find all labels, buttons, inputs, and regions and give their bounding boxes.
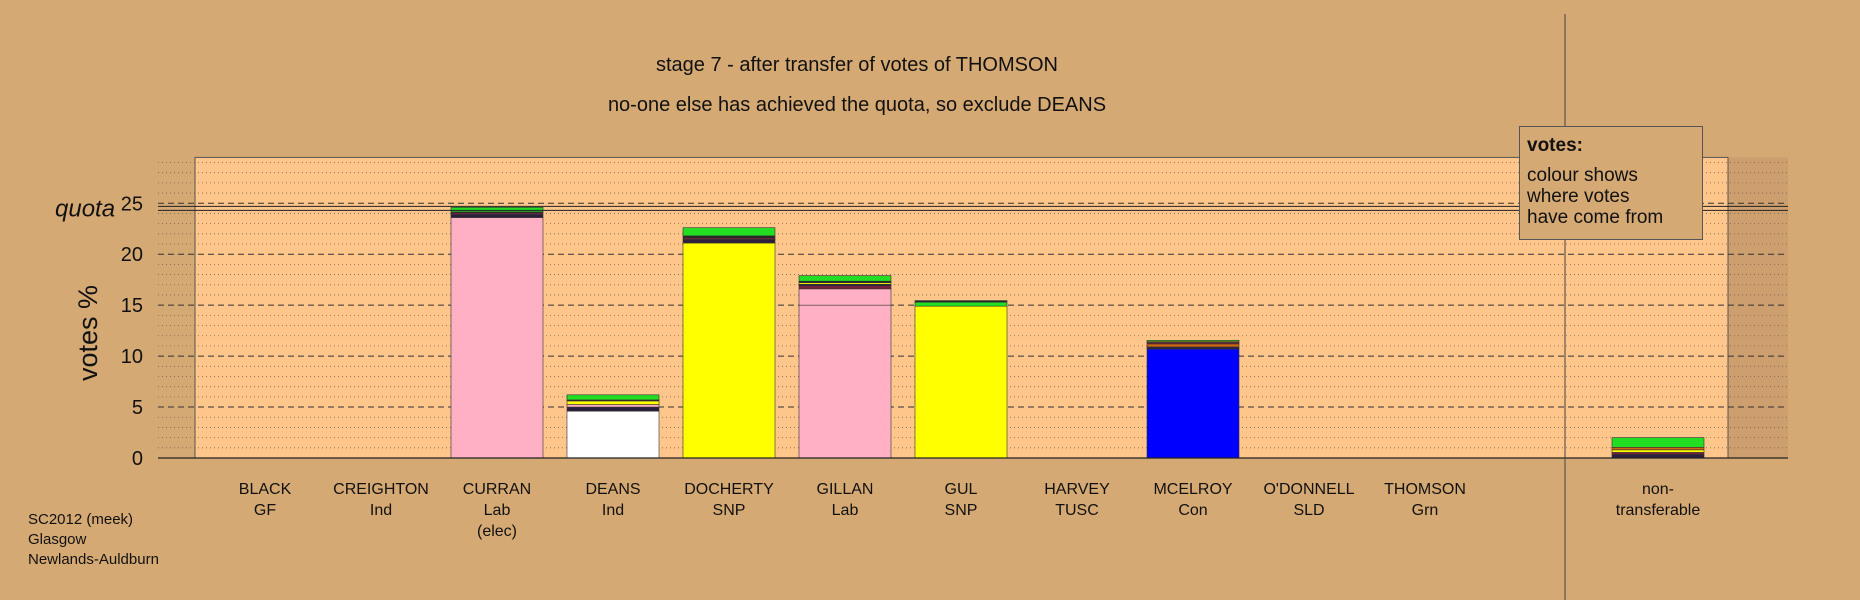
bar-segment [1146, 340, 1240, 342]
category-party: transferable [1616, 502, 1701, 519]
category-name: CURRAN [463, 481, 531, 498]
category-name: BLACK [239, 481, 292, 498]
bar-segment [1146, 348, 1240, 459]
bar-segment [566, 410, 660, 459]
bar-segment [1146, 343, 1240, 348]
bar-segment [1611, 452, 1705, 455]
footer-line: SC2012 (meek) [28, 511, 134, 528]
bar-segment [798, 275, 892, 282]
category-party: TUSC [1055, 502, 1099, 519]
bar-segment [914, 301, 1008, 307]
legend-line: where votes [1527, 186, 1630, 207]
footer-line: Glasgow [28, 531, 87, 548]
bar-segment [450, 214, 544, 218]
legend-title: votes: [1527, 135, 1583, 156]
chart-subtitle: no-one else has achieved the quota, so e… [608, 94, 1106, 116]
bar-segment [682, 242, 776, 459]
y-tick-label: 5 [132, 397, 143, 419]
legend-box: votes: colour shows where votes have com… [1519, 126, 1703, 240]
bar-segment [1611, 449, 1705, 453]
category-note: (elec) [477, 523, 517, 540]
footer-line: Newlands-Auldburn [28, 551, 159, 568]
category-name: GILLAN [817, 481, 874, 498]
y-tick-label: 10 [121, 346, 143, 368]
category-name: DOCHERTY [684, 481, 774, 498]
bar-segment [914, 305, 1008, 459]
y-tick-label: 25 [121, 193, 143, 215]
category-name: THOMSON [1384, 481, 1466, 498]
category-party: Ind [602, 502, 624, 519]
y-tick-label: 15 [121, 295, 143, 317]
category-name: DEANS [585, 481, 640, 498]
legend-line: have come from [1527, 207, 1664, 228]
bar-segment [682, 235, 776, 239]
bar-segment [566, 404, 660, 408]
category-name: HARVEY [1044, 481, 1110, 498]
y-axis-label: votes % [73, 285, 103, 381]
footer-caption: SC2012 (meek) Glasgow Newlands-Auldburn [28, 510, 159, 570]
category-name: GUL [945, 481, 978, 498]
y-tick-label: 20 [121, 244, 143, 266]
bar-segment [1611, 447, 1705, 451]
category-party: Lab [484, 502, 511, 519]
category-party: SNP [945, 502, 978, 519]
category-party: Con [1178, 502, 1207, 519]
plot-right-zone [1728, 157, 1788, 458]
bar-segment [914, 300, 1008, 303]
bar-segment [566, 394, 660, 401]
legend-text: colour shows where votes have come from [1527, 165, 1695, 228]
quota-label: quota [55, 195, 115, 222]
category-name: non- [1642, 481, 1674, 498]
bar-segment [798, 288, 892, 306]
bar-segment [566, 406, 660, 412]
category-name: MCELROY [1153, 481, 1232, 498]
category-party: GF [254, 502, 276, 519]
category-party: SLD [1293, 502, 1324, 519]
bar-segment [1611, 437, 1705, 448]
legend-line: colour shows [1527, 165, 1638, 186]
bar-segment [682, 227, 776, 237]
chart-title: stage 7 - after transfer of votes of THO… [656, 54, 1058, 76]
bar-segment [1146, 346, 1240, 350]
category-name: O'DONNELL [1263, 481, 1354, 498]
bar-segment [682, 239, 776, 244]
category-party: SNP [713, 502, 746, 519]
category-name: CREIGHTON [333, 481, 429, 498]
bar-segment [798, 304, 892, 459]
y-tick-label: 0 [132, 448, 143, 470]
bar-segment [566, 400, 660, 405]
category-party: Lab [832, 502, 859, 519]
bar-segment [798, 285, 892, 290]
bar-segment [450, 217, 544, 459]
category-party: Ind [370, 502, 392, 519]
category-party: Grn [1412, 502, 1439, 519]
bar-segment [450, 207, 544, 213]
